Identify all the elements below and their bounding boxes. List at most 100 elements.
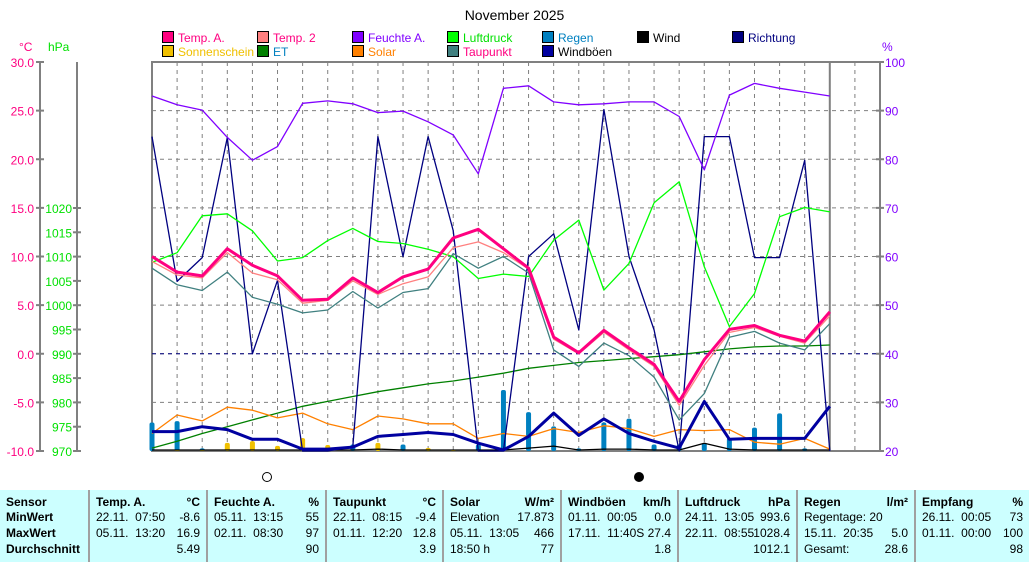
humidity-tick-label: 100	[885, 56, 905, 70]
series-line-temp-a-	[151, 227, 831, 403]
stats-timestamp: Gesamt:	[804, 542, 850, 556]
stats-timestamp: 18:50 h	[450, 542, 491, 556]
stats-row: Sensor	[0, 495, 88, 510]
legend-label: Luftdruck	[463, 31, 513, 45]
stats-row: 17.11. 11:40 S 27.4	[562, 526, 677, 541]
stats-timestamp: 17.11. 11:40	[568, 526, 637, 540]
pressure-tick-label: 1015	[45, 226, 72, 240]
stats-row: 02.11. 08:30 97	[208, 526, 325, 541]
legend-swatch	[732, 31, 744, 43]
bar-regen	[777, 413, 783, 451]
legend-item-taupunkt: Taupunkt	[447, 45, 512, 59]
stats-value: 0.0	[654, 510, 671, 524]
stats-header: Empfang	[922, 495, 974, 509]
bar-regen	[726, 438, 732, 451]
legend-item-sonnenschein: Sonnenschein	[162, 45, 254, 59]
temp-tick-label: 20.0	[11, 153, 35, 167]
pressure-tick-label: 985	[52, 372, 72, 386]
temp-tick-label: 5.0	[17, 299, 34, 313]
pressure-tick-label: 1010	[45, 251, 72, 265]
humidity-tick-label: 90	[885, 105, 899, 119]
temp-tick-label: 15.0	[11, 202, 35, 216]
stats-unit: °C	[186, 495, 200, 509]
stats-row: Luftdruck hPa	[679, 495, 796, 510]
stats-timestamp: 01.11. 00:05	[568, 510, 638, 524]
legend-swatch	[447, 31, 459, 43]
temp-tick-label: 25.0	[11, 105, 35, 119]
pressure-axis-unit: hPa	[48, 40, 70, 54]
legend-label: Temp. 2	[273, 31, 316, 45]
stats-column-temp-a-: Temp. A. °C 22.11. 07:50 -8.6 05.11. 13:20 16…	[88, 490, 206, 562]
stats-row: MinWert	[0, 510, 88, 525]
stats-row-label: MaxWert	[6, 526, 56, 540]
legend-label: Feuchte A.	[368, 31, 426, 45]
humidity-axis-unit: %	[882, 40, 893, 54]
stats-header: Temp. A.	[96, 495, 146, 509]
weather-chart: 30.0 25.0 20.0 15.0 10.0 5.0 0.0 -5.0 -10.0 1020 1…	[7, 56, 906, 459]
series-line-et	[151, 344, 830, 449]
legend-label: Wind	[653, 31, 681, 45]
legend-item-regen: Regen	[542, 31, 594, 45]
stats-row: Elevation 17.873	[444, 510, 560, 525]
pressure-tick-label: 990	[52, 348, 72, 362]
stats-header: Sensor	[6, 495, 47, 509]
stats-row: 01.11. 12:20 12.8	[327, 526, 442, 541]
bar-regen	[701, 443, 707, 451]
legend-label: Regen	[558, 31, 594, 45]
bar-regen	[500, 390, 506, 451]
humidity-tick-label: 80	[885, 153, 899, 167]
stats-value: 98	[1009, 542, 1023, 556]
series-line-windb-en	[152, 399, 831, 452]
stats-unit: W/m²	[524, 495, 554, 509]
stats-row: 01.11. 00:05 0.0	[562, 510, 677, 525]
temp-tick-label: 0.0	[17, 348, 34, 362]
stats-row: 3.9	[327, 542, 442, 557]
legend-swatch	[162, 45, 174, 57]
stats-row: Temp. A. °C	[90, 495, 206, 510]
stats-row: Solar W/m²	[444, 495, 560, 510]
stats-header: Regen	[804, 495, 841, 509]
legend-swatch	[257, 31, 269, 43]
stats-value: 1028.4	[753, 526, 790, 540]
stats-row-label: Durchschnitt	[6, 542, 81, 556]
stats-timestamp: 22.11. 08:55	[685, 526, 755, 540]
stats-value: 466	[533, 526, 554, 540]
series-line-wind	[152, 442, 830, 451]
stats-row: MaxWert	[0, 526, 88, 541]
stats-timestamp: 24.11. 13:05	[685, 510, 755, 524]
stats-row: Empfang%	[916, 495, 1029, 510]
legend-item-solar: Solar	[352, 45, 396, 59]
bar-regen	[174, 421, 180, 451]
stats-value: 73	[1009, 510, 1023, 524]
legend-swatch	[447, 45, 459, 57]
stats-header: Taupunkt	[333, 495, 387, 509]
legend-swatch	[542, 31, 554, 43]
stats-timestamp: 05.11. 13:20	[96, 526, 166, 540]
stats-timestamp: 15.11. 20:35	[804, 526, 874, 540]
stats-value: 100	[1002, 526, 1023, 540]
stats-timestamp: Elevation	[450, 510, 500, 524]
humidity-tick-label: 20	[885, 445, 899, 459]
series-line-feuchte-a-	[151, 82, 830, 175]
series-line-solar	[151, 406, 831, 450]
stats-row: 22.11. 07:50 -8.6	[90, 510, 206, 525]
stats-row: 15.11. 20:35 5.0	[798, 526, 914, 541]
bar-regen	[551, 426, 557, 451]
stats-row: 05.11. 13:20 16.9	[90, 526, 206, 541]
stats-unit: l/m²	[886, 495, 908, 509]
stats-row: 1012.1	[679, 542, 796, 557]
stats-row-label: MinWert	[6, 510, 54, 524]
stats-unit: hPa	[767, 495, 790, 509]
temp-tick-label: -10.0	[7, 445, 35, 459]
legend-label: Temp. A.	[178, 31, 225, 45]
humidity-tick-label: 60	[885, 251, 899, 265]
legend-item-temp-a-: Temp. A.	[162, 31, 225, 45]
legend-item-et: ET	[257, 45, 288, 59]
temp-tick-label: -5.0	[13, 396, 34, 410]
series-line-taupunkt	[151, 252, 831, 421]
stats-header: Feuchte A.	[214, 495, 275, 509]
stats-unit: km/h	[642, 495, 671, 509]
stats-row: Regen l/m²	[798, 495, 914, 510]
stats-value: 1.8	[654, 542, 671, 556]
stats-header: Windböen	[568, 495, 626, 509]
